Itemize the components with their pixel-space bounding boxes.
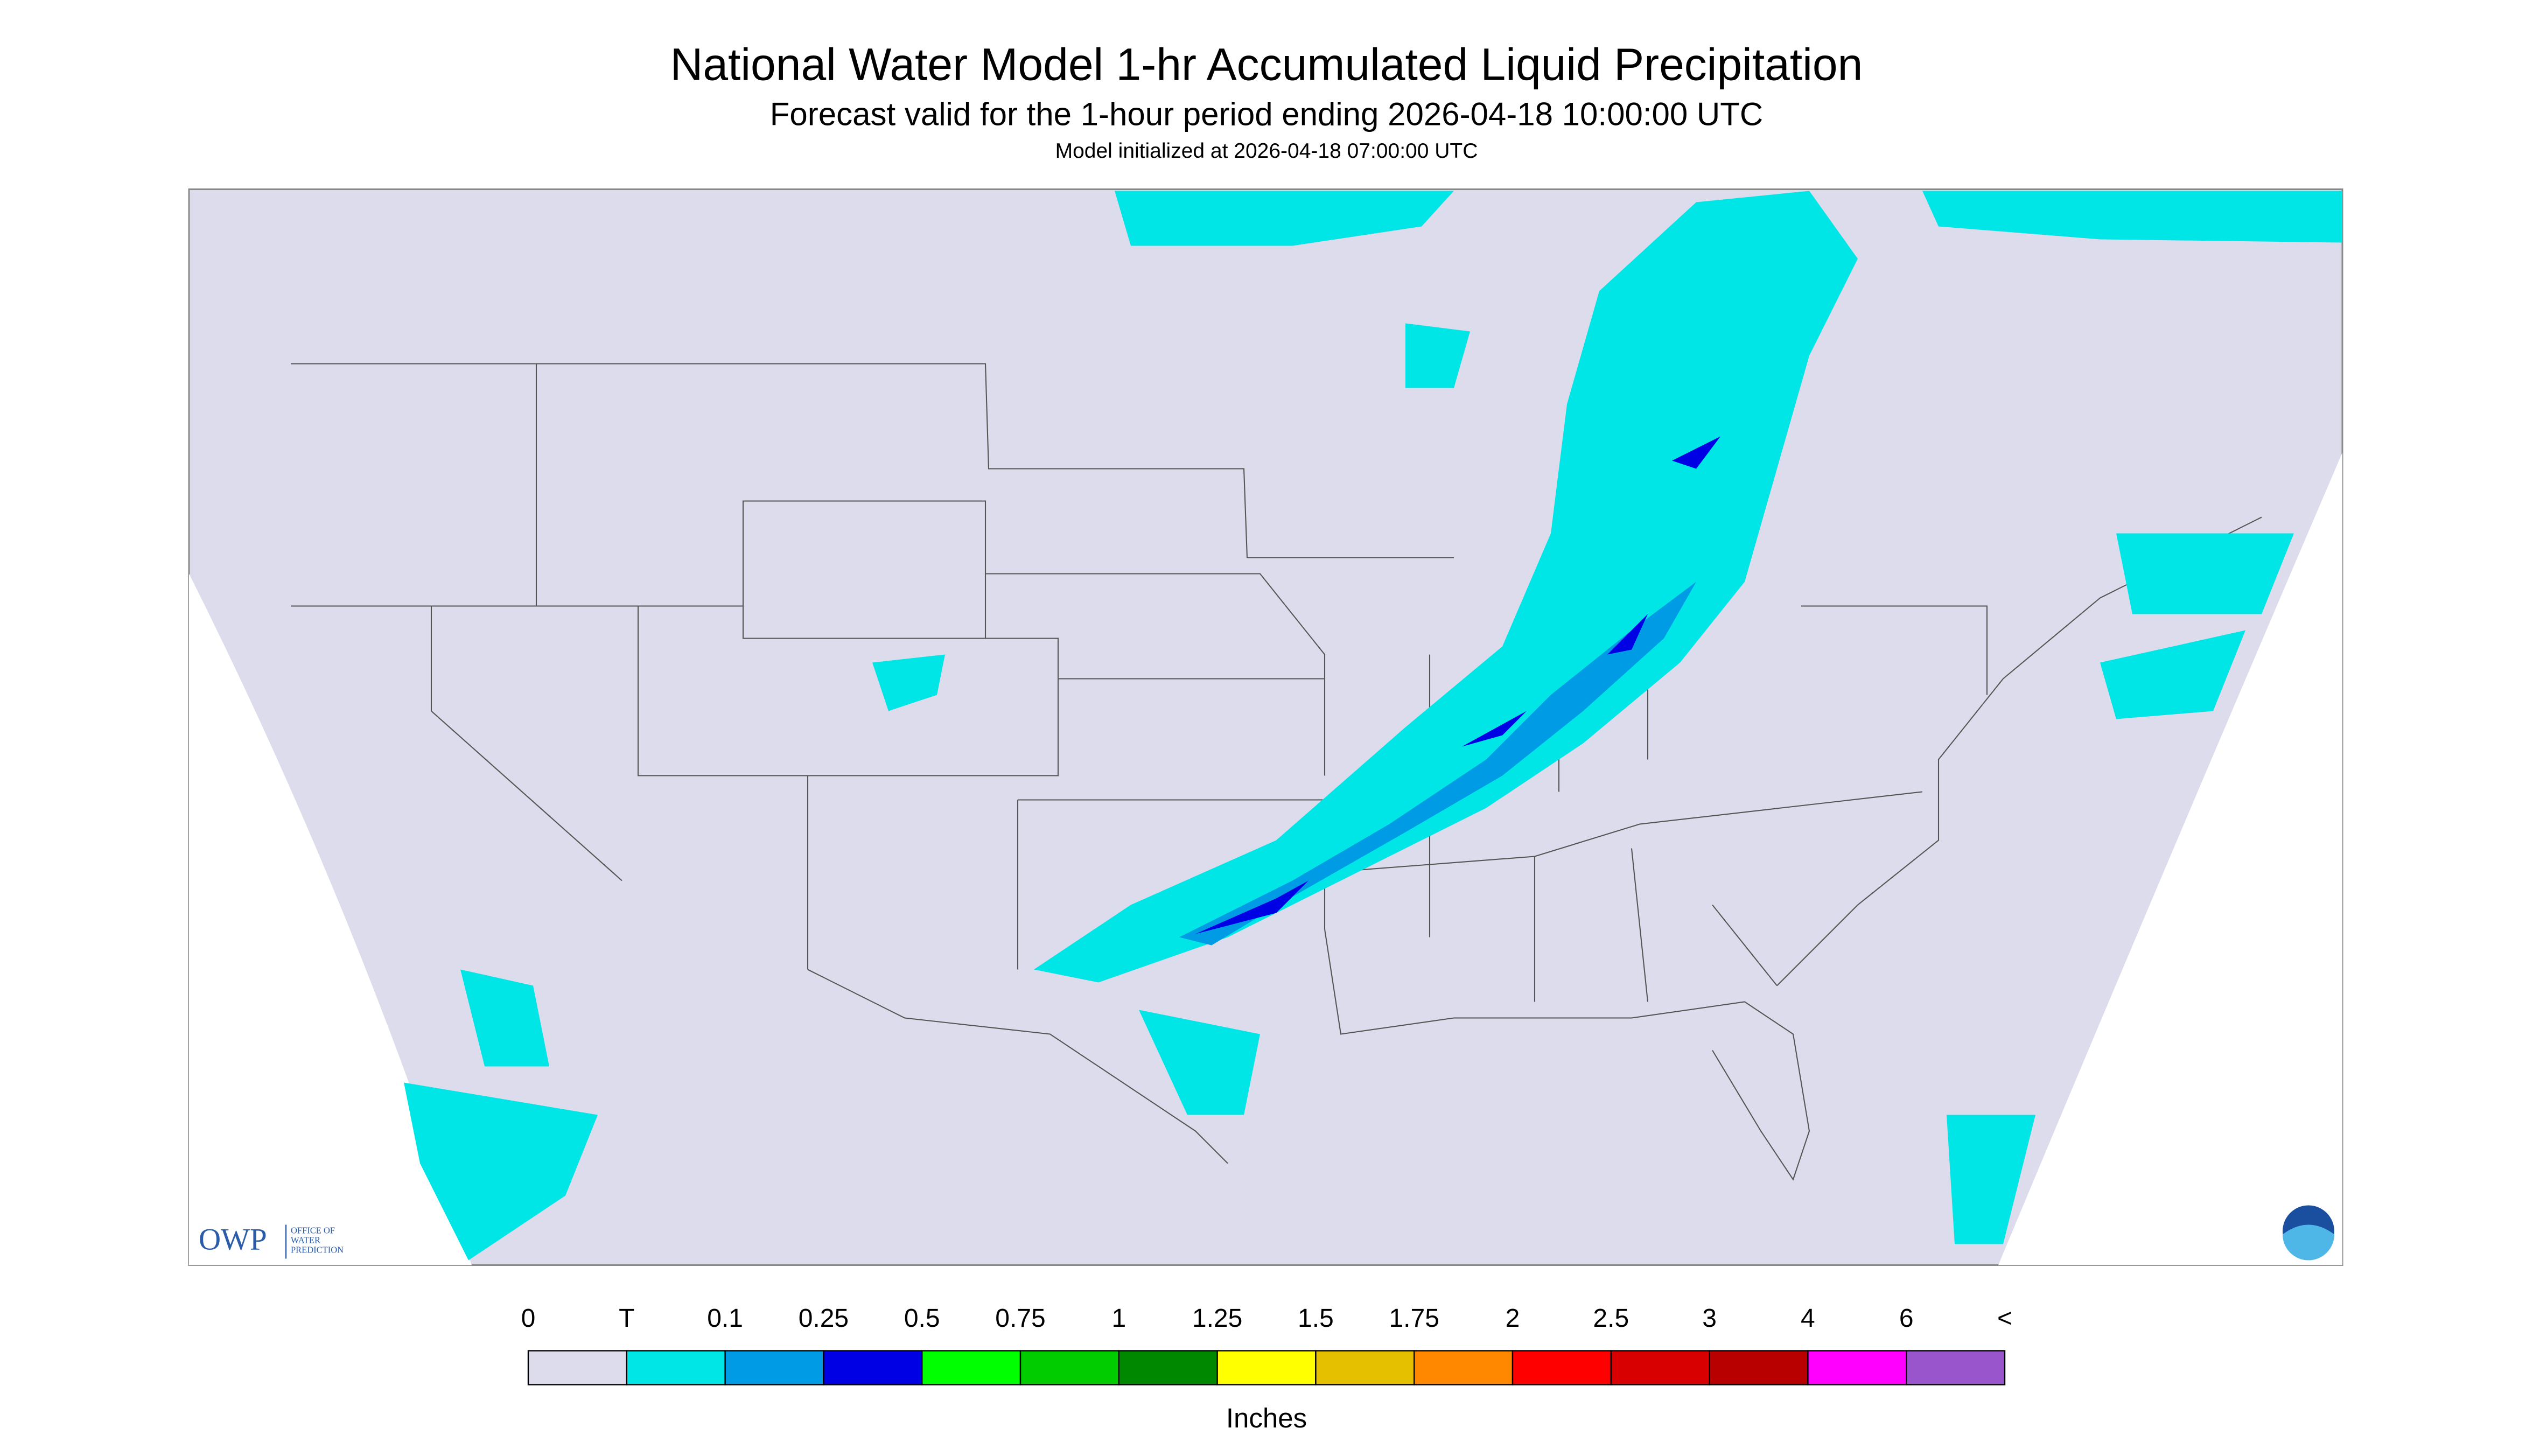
legend-swatch (1414, 1350, 1514, 1385)
subtitle: Forecast valid for the 1-hour period end… (770, 96, 1763, 132)
legend-label: 3 (1702, 1304, 1717, 1333)
legend-swatch (921, 1350, 1021, 1385)
title: National Water Model 1-hr Accumulated Li… (670, 39, 1863, 90)
legend-label: 0.75 (995, 1304, 1045, 1333)
legend-swatch (1807, 1350, 1907, 1385)
legend-label: 1.75 (1389, 1304, 1439, 1333)
legend: 0 T 0.1 0.25 0.5 0.75 1 1.25 1.5 1.75 2 2.5 3 4 6 < (521, 1304, 2012, 1385)
logo-text: OFFICE OF (291, 1225, 335, 1235)
legend-swatch (1512, 1350, 1612, 1385)
init-time: Model initialized at 2026-04-18 07:00:00… (1055, 139, 1478, 163)
legend-swatch (1315, 1350, 1415, 1385)
legend-label: 0.25 (799, 1304, 849, 1333)
legend-label: 1.25 (1192, 1304, 1242, 1333)
legend-swatch (1216, 1350, 1317, 1385)
out-of-domain (189, 573, 472, 1265)
logo-text: WATER (291, 1235, 320, 1245)
legend-unit: Inches (1226, 1403, 1307, 1433)
out-of-domain (1998, 452, 2342, 1265)
legend-label: < (1997, 1304, 2012, 1333)
map: OWP OFFICE OF WATER PREDICTION (188, 188, 2343, 1266)
legend-swatch (1019, 1350, 1120, 1385)
legend-label: 0.1 (707, 1304, 743, 1333)
legend-swatch (1610, 1350, 1710, 1385)
legend-swatch (724, 1350, 824, 1385)
legend-swatch (527, 1350, 628, 1385)
legend-label: 1.5 (1298, 1304, 1334, 1333)
legend-label: 0 (521, 1304, 536, 1333)
logo-abbr: OWP (199, 1223, 267, 1257)
legend-label: T (619, 1304, 634, 1333)
legend-swatch (1905, 1350, 2006, 1385)
legend-swatch (626, 1350, 726, 1385)
legend-label: 2 (1506, 1304, 1520, 1333)
legend-swatch (1118, 1350, 1218, 1385)
legend-label: 6 (1899, 1304, 1914, 1333)
legend-label: 1 (1111, 1304, 1126, 1333)
legend-swatch (1709, 1350, 1809, 1385)
map-frame (188, 188, 2343, 1266)
precipitation (404, 191, 2342, 1261)
legend-label: 0.5 (904, 1304, 940, 1333)
precip-area (1034, 191, 1858, 983)
legend-swatch (823, 1350, 923, 1385)
legend-label: 2.5 (1593, 1304, 1629, 1333)
logo-text: PREDICTION (291, 1244, 344, 1255)
legend-label: 4 (1801, 1304, 1815, 1333)
